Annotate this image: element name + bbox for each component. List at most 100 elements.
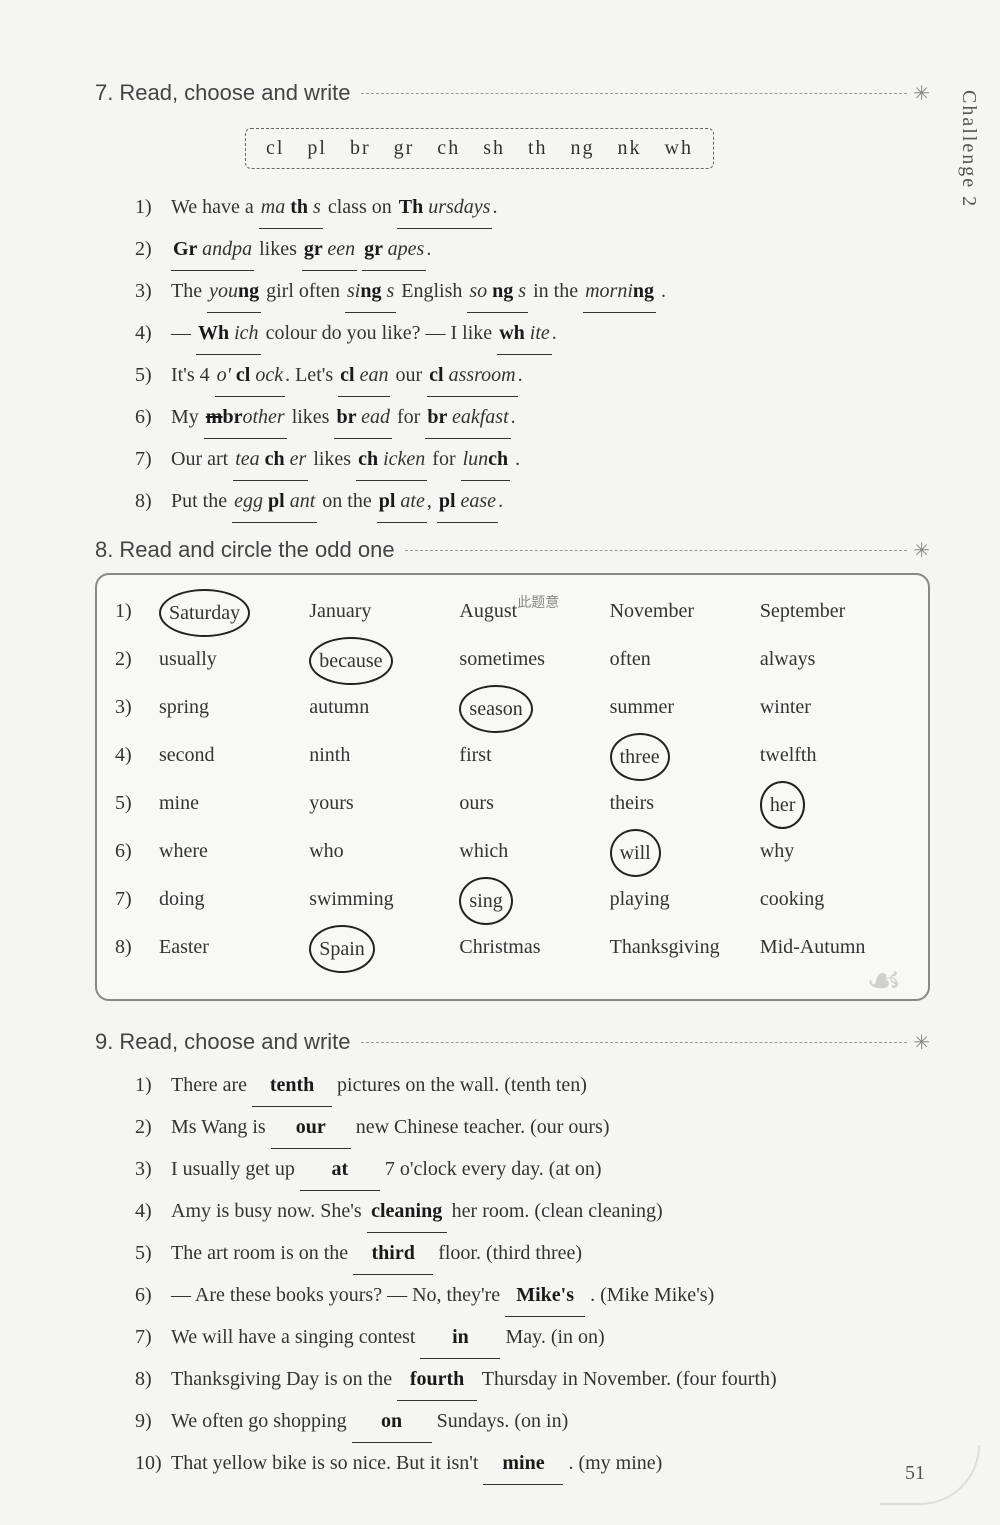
question-row: 6)— Are these books yours? — No, they're… [135,1275,930,1317]
question-number: 1) [135,187,171,227]
odd-row: 6)wherewhowhichwill why [115,829,910,877]
blank: ch icken [356,439,427,481]
answer-blank: Mike's [505,1275,585,1317]
word-cell: Saturday [159,589,309,637]
blank: wh ite [497,313,552,355]
word-cell: where [159,829,309,877]
section9-heading: Read, choose and write [119,1029,350,1055]
row-number: 3) [115,685,159,733]
word-cell: mine [159,781,309,829]
question-row: 3)I usually get up at 7 o'clock every da… [135,1149,930,1191]
odd-row: 8)EasterSpainChristmasThanksgivingMid-Au… [115,925,910,973]
word-cell: Christmas [459,925,609,973]
blank: br ead [334,397,392,439]
word-cell: cooking [760,877,910,925]
word-cell: autumn [309,685,459,733]
blank: br eakfast [425,397,510,439]
snowflake-icon: ✳ [913,538,930,563]
blank: tea ch er [233,439,308,481]
question-number: 8) [135,1359,171,1399]
answer-blank: on [352,1401,432,1443]
word-cell: usually [159,637,309,685]
question-row: 5)The art room is on the third floor. (t… [135,1233,930,1275]
word-cell: Easter [159,925,309,973]
word-cell: her [760,781,910,829]
blank: egg pl ant [232,481,317,523]
word-cell: summer [610,685,760,733]
question-number: 2) [135,1107,171,1147]
answer-blank: mine [483,1443,563,1485]
question-row: 5)It's 4 o' cl ock. Let's cl ean our cl … [135,355,930,397]
section8-title: 8. Read and circle the odd one ✳ [95,537,930,563]
question-row: 1)We have a ma th s class on Th ursdays. [135,187,930,229]
answer-blank: at [300,1149,380,1191]
word-cell: because [309,637,459,685]
word-cell: three [610,733,760,781]
question-row: 10)That yellow bike is so nice. But it i… [135,1443,930,1485]
blank: cl assroom [427,355,518,397]
odd-row: 4)secondninthfirstthreetwelfth [115,733,910,781]
blank: o' cl ock [215,355,285,397]
word-cell: who [309,829,459,877]
word-cell: which [459,829,609,877]
odd-row: 7)doingswimmingsingplayingcooking [115,877,910,925]
circled-answer: will [610,829,661,877]
blank: cl ean [338,355,390,397]
circled-answer: Saturday [159,589,250,637]
question-number: 10) [135,1443,171,1483]
answer-blank: fourth [397,1359,477,1401]
word-cell: swimming [309,877,459,925]
answer-blank: tenth [252,1065,332,1107]
row-number: 6) [115,829,159,877]
circled-answer: Spain [309,925,375,973]
leaf-decoration: ☙ [866,957,936,1007]
word-cell: theirs [610,781,760,829]
question-number: 1) [135,1065,171,1105]
annotation: 此题意 [517,596,559,611]
section8-heading: Read and circle the odd one [119,537,394,563]
blank: Gr andpa [171,229,254,271]
word-cell: August此题意 [459,589,609,637]
blank: young [207,271,261,313]
section8-num: 8. [95,537,113,563]
word-bank-box: cl pl br gr ch sh th ng nk wh [245,128,714,169]
odd-row: 2)usuallybecausesometimesoftenalways [115,637,910,685]
word-cell: why [760,829,910,877]
blank: gr een [302,229,357,271]
circled-answer: because [309,637,392,685]
section7-title: 7. Read, choose and write ✳ [95,80,930,106]
question-number: 6) [135,397,171,437]
question-row: 2)Ms Wang is our new Chinese teacher. (o… [135,1107,930,1149]
question-number: 8) [135,481,171,521]
question-row: 6)My mbrother likes br ead for br eakfas… [135,397,930,439]
word-cell: often [610,637,760,685]
odd-row: 3)springautumnseasonsummerwinter [115,685,910,733]
answer-blank: our [271,1107,351,1149]
odd-one-box: 1)SaturdayJanuaryAugust此题意NovemberSeptem… [95,573,930,1001]
blank: pl ate [377,481,427,523]
section7-num: 7. [95,80,113,106]
word-cell: Thanksgiving [610,925,760,973]
odd-row: 5)mineyoursourstheirsher [115,781,910,829]
word-cell: yours [309,781,459,829]
answer-blank: in [420,1317,500,1359]
word-cell: September [760,589,910,637]
word-cell: sometimes [459,637,609,685]
row-number: 8) [115,925,159,973]
row-number: 7) [115,877,159,925]
circled-answer: sing [459,877,512,925]
word-cell: January [309,589,459,637]
question-number: 2) [135,229,171,269]
answer-blank: third [353,1233,433,1275]
word-cell: twelfth [760,733,910,781]
odd-row: 1)SaturdayJanuaryAugust此题意NovemberSeptem… [115,589,910,637]
row-number: 4) [115,733,159,781]
word-cell: ninth [309,733,459,781]
word-cell: spring [159,685,309,733]
section9-num: 9. [95,1029,113,1055]
word-cell: Spain [309,925,459,973]
word-cell: playing [610,877,760,925]
snowflake-icon: ✳ [913,1030,930,1055]
blank: pl ease [437,481,498,523]
word-cell: always [760,637,910,685]
